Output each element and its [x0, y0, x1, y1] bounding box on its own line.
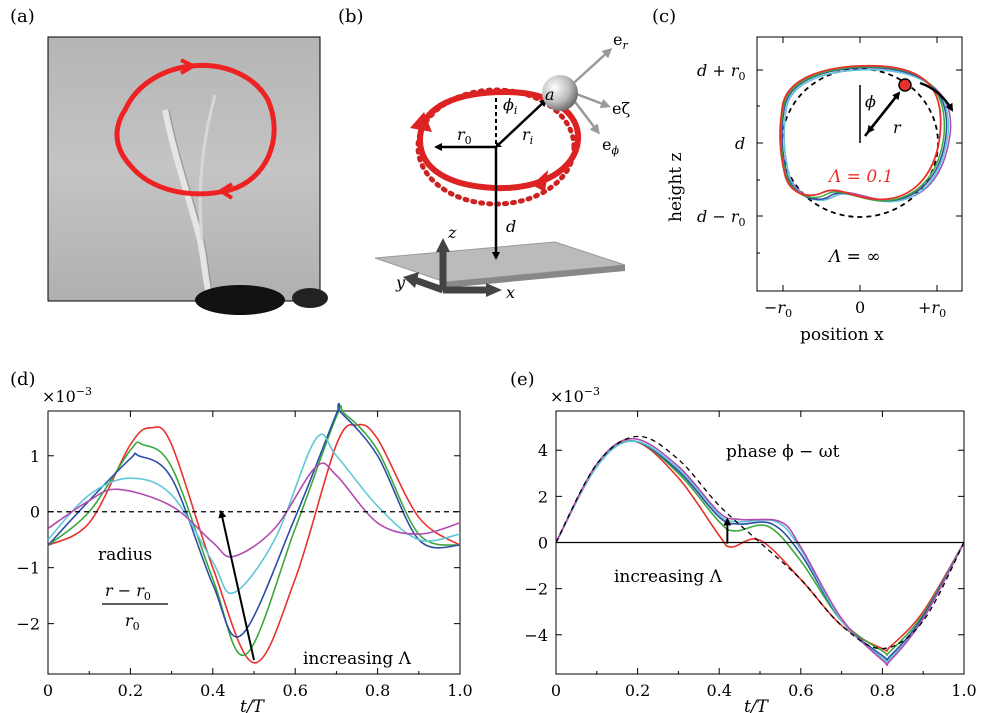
text-phase: phase ϕ − ωt: [726, 442, 840, 462]
xtick-plus-r0: +r0: [918, 298, 946, 320]
panel-a-photo: [47, 36, 328, 315]
panel-a-label: (a): [10, 6, 35, 27]
series-line-4: [47, 462, 461, 558]
y-tick-label: 2: [538, 487, 548, 506]
label-d: d: [506, 217, 516, 236]
text-increasing-e: increasing Λ: [614, 567, 723, 587]
panel-c-plot: ϕ r Λ = 0.1 Λ = ∞ d + r0 d d − r0 −r0 0 …: [666, 36, 963, 345]
ytick-d-minus-r0: d − r0: [697, 207, 745, 229]
series-line-5: [555, 435, 965, 650]
label-z: z: [447, 223, 457, 242]
text-radius: radius: [98, 545, 152, 565]
label-e-phi: eϕ: [602, 135, 619, 157]
series-line-3: [47, 433, 461, 595]
label-r0: r0: [457, 125, 472, 147]
scale-d: ×10−3: [42, 385, 92, 406]
y-tick-label: 4: [538, 441, 548, 460]
x-tick-label: 0.6: [282, 681, 307, 700]
x-tick-label: 1.0: [447, 681, 472, 700]
y-tick-label: −2: [16, 615, 40, 634]
plot-d: 0 0.2 0.4 0.6 0.8 1.0 1 0 −1 −2: [16, 402, 473, 700]
series-line-1: [47, 405, 461, 657]
series-line-2: [47, 402, 461, 638]
y-axis-arrow: [413, 276, 445, 294]
y-tick-label: 0: [538, 534, 548, 553]
label-x: x: [506, 283, 515, 302]
label-lambda-inf: Λ = ∞: [827, 247, 881, 267]
label-ri: ri: [522, 125, 533, 147]
label-y: y: [395, 273, 406, 292]
panel-b-label: (b): [338, 6, 364, 27]
xtick-0: 0: [855, 298, 865, 317]
x-tick-label: 0.2: [625, 681, 650, 700]
y-tick-label: −2: [524, 580, 548, 599]
ytick-d: d: [735, 134, 745, 153]
y-tick-label: −1: [16, 559, 40, 578]
panel-b-schematic: z y x a er eζ eϕ ϕi r0 ri d: [374, 30, 630, 302]
label-a: a: [545, 85, 555, 104]
panel-e-label: (e): [510, 369, 535, 390]
frac-denominator: r0: [125, 611, 140, 633]
series-line-4: [555, 437, 965, 667]
x-tick-label: 0.4: [706, 681, 731, 700]
x-tick-label: 0.8: [870, 681, 895, 700]
y-tick-label: 1: [30, 447, 40, 466]
panel-c-label: (c): [652, 6, 676, 27]
panel-d-label: (d): [10, 369, 36, 390]
plot-e: 0 0.2 0.4 0.6 0.8 1.0 4 2 0 −2 −4: [524, 410, 977, 700]
x-tick-label: 0.8: [365, 681, 390, 700]
increasing-arrow: [218, 509, 255, 661]
label-phi-i: ϕi: [503, 95, 517, 117]
label-lambda-red: Λ = 0.1: [827, 167, 893, 187]
x-tick-label: 1.0: [951, 681, 976, 700]
label-phi: ϕ: [865, 92, 876, 111]
frac-numerator: r − r0: [105, 581, 151, 603]
label-e-r: er: [613, 30, 628, 52]
series-line-3: [555, 440, 965, 664]
text-increasing-d: increasing Λ: [303, 649, 412, 669]
scale-e: ×10−3: [550, 385, 600, 406]
label-e-zeta: eζ: [612, 99, 630, 118]
axis-y-label-c: height z: [666, 152, 686, 222]
axis-x-label-d: t/T: [240, 697, 266, 713]
axis-x-label-c: position x: [800, 325, 884, 345]
xtick-minus-r0: −r0: [764, 298, 792, 320]
y-tick-label: −4: [524, 626, 548, 645]
y-tick-label: 0: [30, 503, 40, 522]
x-tick-label: 0.6: [788, 681, 813, 700]
x-tick-label: 0: [551, 681, 561, 700]
axis-x-label-e: t/T: [744, 697, 770, 713]
x-tick-label: 0.4: [200, 681, 225, 700]
x-tick-label: 0: [43, 681, 53, 700]
ytick-d-plus-r0: d + r0: [697, 61, 745, 83]
x-tick-label: 0.2: [118, 681, 143, 700]
label-r: r: [893, 118, 902, 137]
plot-frame: [47, 410, 461, 675]
series-line-0: [47, 423, 461, 664]
